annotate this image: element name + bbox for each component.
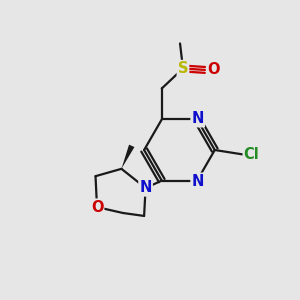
Text: O: O [91, 200, 103, 214]
Polygon shape [122, 145, 134, 169]
Text: N: N [191, 174, 204, 189]
Text: N: N [191, 111, 204, 126]
Text: Cl: Cl [244, 147, 260, 162]
Text: S: S [178, 61, 188, 76]
Text: N: N [140, 181, 152, 196]
Text: O: O [207, 62, 220, 77]
